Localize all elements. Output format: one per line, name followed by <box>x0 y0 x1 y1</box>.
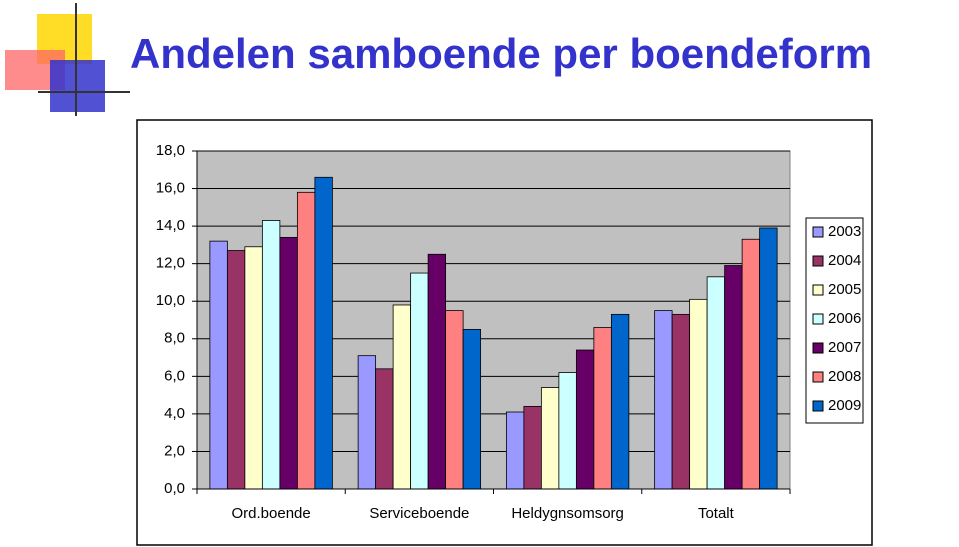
bar <box>741 238 761 490</box>
x-tick-label: Heldygnsomsorg <box>511 505 624 522</box>
legend-label: 2007 <box>828 339 861 356</box>
bar <box>462 328 482 490</box>
legend-label: 2009 <box>828 397 861 414</box>
bar <box>610 313 630 490</box>
bar <box>226 250 246 490</box>
bar <box>689 298 708 490</box>
bar <box>558 372 577 490</box>
y-tick-label: 18,0 <box>156 142 185 159</box>
bar <box>392 304 412 490</box>
bar <box>357 355 377 490</box>
legend-swatch <box>812 226 824 238</box>
y-tick-label: 14,0 <box>156 217 185 234</box>
y-tick-label: 8,0 <box>164 330 185 347</box>
y-tick-label: 2,0 <box>164 442 185 459</box>
y-tick-label: 0,0 <box>164 480 185 497</box>
bar <box>296 191 316 490</box>
bar <box>445 310 464 490</box>
x-tick-label: Totalt <box>698 505 735 522</box>
x-tick-label: Serviceboende <box>369 505 469 522</box>
chart-title: Andelen samboende per boendeform <box>130 30 872 77</box>
legend-label: 2006 <box>828 310 861 327</box>
legend-swatch <box>812 284 824 296</box>
legend-label: 2003 <box>828 223 861 240</box>
bar <box>654 310 673 490</box>
legend-swatch <box>812 313 824 325</box>
legend-swatch <box>812 400 824 412</box>
bar <box>523 405 542 490</box>
bar <box>427 253 447 490</box>
bar <box>375 368 394 490</box>
bar <box>575 349 595 490</box>
legend-label: 2008 <box>828 368 861 385</box>
bar <box>244 246 263 490</box>
bar <box>410 272 429 490</box>
bar <box>261 220 281 490</box>
legend-swatch <box>812 255 824 267</box>
y-tick-label: 4,0 <box>164 405 185 422</box>
bar <box>724 265 743 490</box>
bar <box>759 227 778 490</box>
y-tick-label: 6,0 <box>164 367 185 384</box>
legend-label: 2004 <box>828 252 861 269</box>
bar <box>314 176 333 490</box>
bar <box>706 276 726 490</box>
x-tick-label: Ord.boende <box>232 505 311 522</box>
legend-swatch <box>812 371 824 383</box>
y-tick-label: 12,0 <box>156 255 185 272</box>
bar <box>671 313 691 490</box>
bar <box>540 387 560 490</box>
y-tick-label: 16,0 <box>156 180 185 197</box>
decoration <box>5 3 130 116</box>
legend-swatch <box>812 342 824 354</box>
bar <box>593 327 612 490</box>
bar <box>209 240 228 490</box>
bar <box>505 411 525 490</box>
bar <box>279 236 298 490</box>
y-tick-label: 10,0 <box>156 292 185 309</box>
legend-label: 2005 <box>828 281 861 298</box>
